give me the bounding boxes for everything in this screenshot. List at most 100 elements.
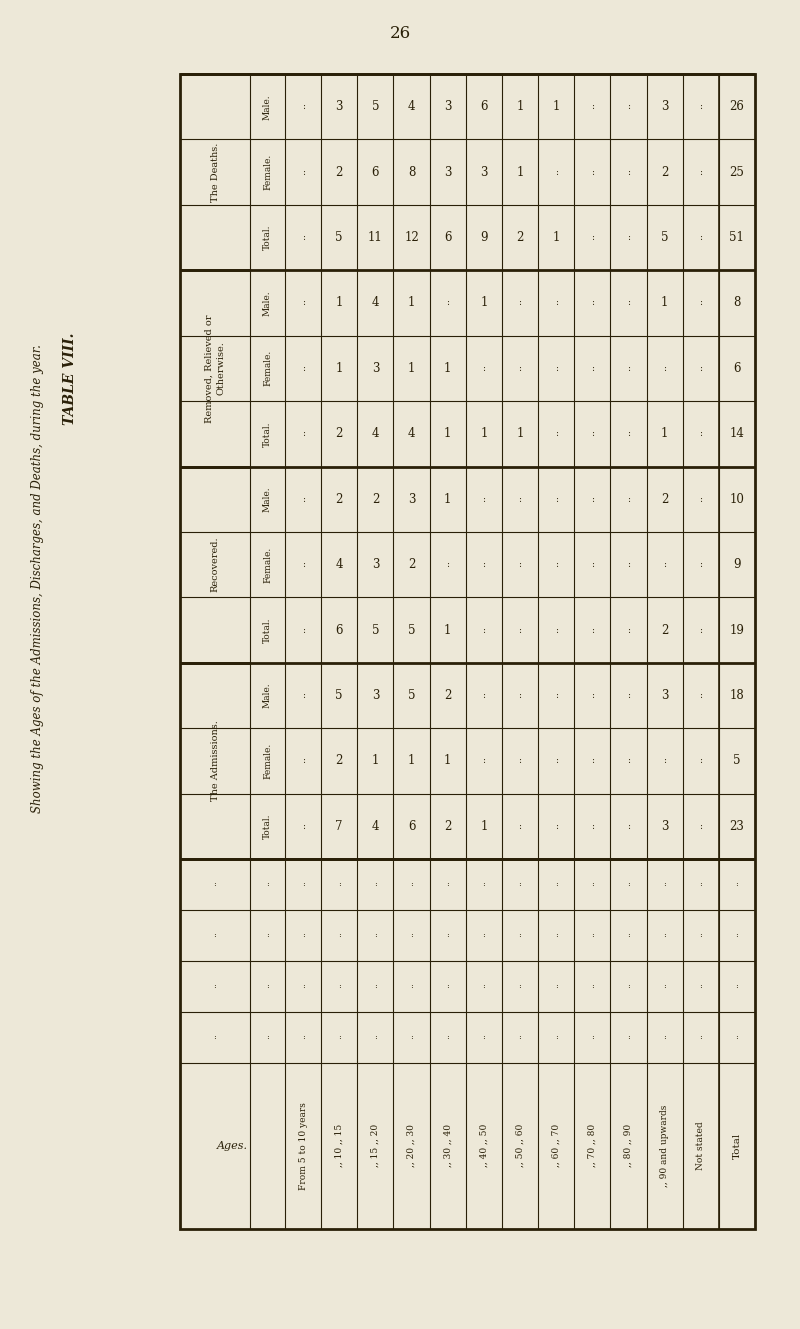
Text: :: : [338,1033,341,1041]
Text: Showing the Ages of the Admissions, Discharges, and Deaths, during the year.: Showing the Ages of the Admissions, Disc… [31,344,45,813]
Text: 2: 2 [661,623,668,637]
Text: :: : [518,299,522,307]
Text: 5: 5 [733,755,741,767]
Text: :: : [699,429,702,439]
Text: :: : [374,880,377,889]
Text: :: : [374,1033,377,1041]
Text: 1: 1 [408,755,415,767]
Text: Recovered.: Recovered. [210,537,219,593]
Text: :: : [446,299,449,307]
Text: :: : [699,233,702,242]
Text: :: : [518,626,522,634]
Text: 3: 3 [335,100,343,113]
Text: 1: 1 [408,296,415,310]
Text: :: : [482,626,486,634]
Text: :: : [627,821,630,831]
Text: 1: 1 [480,820,487,833]
Text: :: : [302,691,305,700]
Text: :: : [627,299,630,307]
Text: 1: 1 [661,296,668,310]
Text: 4: 4 [408,428,415,440]
Text: 12: 12 [404,231,419,245]
Text: :: : [663,560,666,569]
Text: 6: 6 [335,623,343,637]
Text: 1: 1 [335,361,343,375]
Text: ,, 60 ,, 70: ,, 60 ,, 70 [552,1124,561,1167]
Text: :: : [627,691,630,700]
Text: :: : [446,982,449,990]
Text: ,, 70 ,, 80: ,, 70 ,, 80 [588,1124,597,1167]
Text: :: : [699,102,702,112]
Text: 3: 3 [444,100,451,113]
Text: :: : [302,167,305,177]
Text: :: : [591,821,594,831]
Text: Female.: Female. [263,154,272,190]
Text: :: : [482,756,486,766]
Text: 6: 6 [444,231,451,245]
Text: 4: 4 [372,428,379,440]
Text: Male.: Male. [263,683,272,708]
Text: :: : [627,102,630,112]
Text: :: : [302,626,305,634]
Text: 2: 2 [516,231,524,245]
Text: 26: 26 [390,25,410,43]
Text: 11: 11 [368,231,382,245]
Text: :: : [410,982,413,990]
Text: Not stated: Not stated [696,1122,706,1170]
Text: :: : [627,233,630,242]
Text: :: : [302,880,305,889]
Text: 2: 2 [661,166,668,178]
Text: 1: 1 [480,296,487,310]
Text: :: : [302,982,305,990]
Text: :: : [302,756,305,766]
Text: :: : [591,233,594,242]
Text: 1: 1 [553,100,560,113]
Text: :: : [554,560,558,569]
Text: :: : [214,932,217,940]
Text: The Admissions.: The Admissions. [210,720,219,801]
Text: :: : [302,1033,305,1041]
Text: :: : [627,932,630,940]
Text: :: : [554,626,558,634]
Text: :: : [591,560,594,569]
Text: From 5 to 10 years: From 5 to 10 years [298,1102,307,1189]
Text: 1: 1 [444,623,451,637]
Text: :: : [554,167,558,177]
Text: Ages.: Ages. [217,1140,248,1151]
Text: 25: 25 [730,166,744,178]
Text: :: : [699,982,702,990]
Text: Total.: Total. [263,225,272,250]
Text: 6: 6 [733,361,741,375]
Text: :: : [302,233,305,242]
Text: :: : [446,1033,449,1041]
Text: :: : [663,982,666,990]
Text: :: : [735,1033,738,1041]
Text: :: : [482,364,486,373]
Text: 9: 9 [733,558,741,571]
Text: 2: 2 [335,428,343,440]
Text: :: : [627,982,630,990]
Text: :: : [410,1033,413,1041]
Text: :: : [338,932,341,940]
Text: Female.: Female. [263,743,272,779]
Text: :: : [518,1033,522,1041]
Text: :: : [410,932,413,940]
Text: Total: Total [733,1132,742,1159]
Text: :: : [302,560,305,569]
Text: 1: 1 [480,428,487,440]
Text: 3: 3 [408,493,415,506]
Text: :: : [266,982,269,990]
Text: 26: 26 [730,100,744,113]
Text: :: : [302,102,305,112]
Text: 4: 4 [335,558,343,571]
Text: 2: 2 [661,493,668,506]
Text: :: : [374,932,377,940]
Text: 1: 1 [553,231,560,245]
Text: :: : [482,880,486,889]
Text: Total.: Total. [263,813,272,839]
Text: :: : [554,364,558,373]
Text: :: : [302,299,305,307]
Text: 8: 8 [734,296,741,310]
Text: :: : [518,560,522,569]
Text: :: : [266,1033,269,1041]
